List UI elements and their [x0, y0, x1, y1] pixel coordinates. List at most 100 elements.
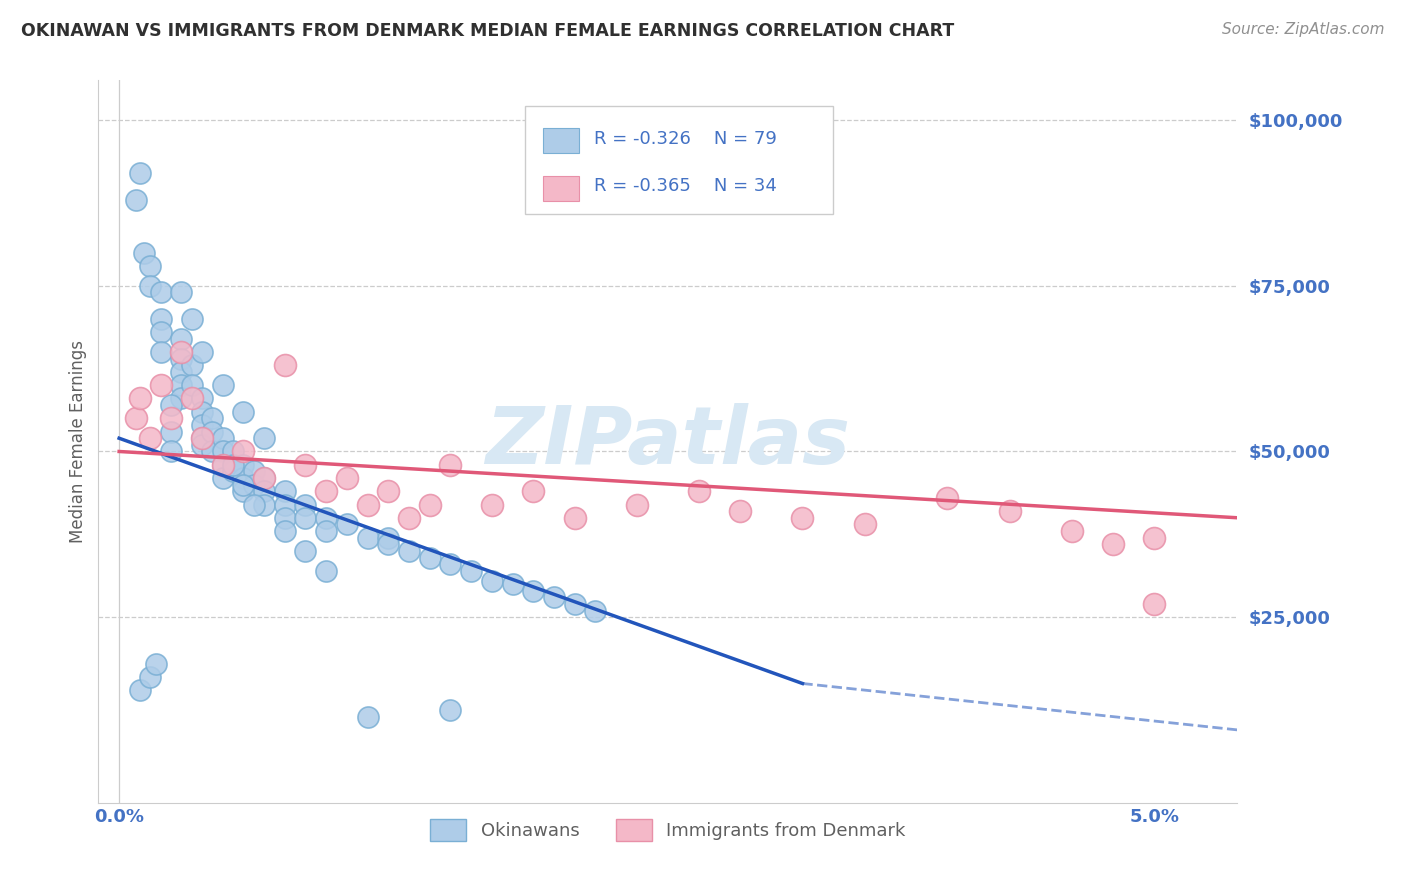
Point [688, 484, 710, 499]
Point [377, 531, 399, 545]
Point [439, 458, 461, 472]
Point [222, 444, 245, 458]
Point [201, 425, 224, 439]
Point [232, 405, 254, 419]
Point [398, 544, 420, 558]
Point [139, 259, 162, 273]
Point [730, 504, 752, 518]
Point [170, 365, 193, 379]
Point [211, 431, 233, 445]
Point [274, 498, 297, 512]
Point [201, 444, 224, 458]
Point [356, 498, 378, 512]
Point [336, 517, 359, 532]
Point [522, 484, 544, 499]
Point [180, 392, 202, 406]
Point [149, 312, 172, 326]
Point [253, 431, 276, 445]
Point [274, 484, 297, 499]
Point [139, 431, 162, 445]
Point [419, 550, 441, 565]
Point [170, 392, 193, 406]
Point [792, 510, 814, 524]
Point [139, 670, 162, 684]
Point [211, 458, 233, 472]
Point [315, 484, 337, 499]
Point [191, 405, 214, 419]
Point [1143, 531, 1166, 545]
Point [170, 285, 193, 300]
Point [191, 431, 214, 445]
Point [232, 484, 254, 499]
Point [139, 278, 162, 293]
Point [481, 498, 503, 512]
Point [294, 510, 316, 524]
Point [191, 431, 214, 445]
Point [201, 411, 224, 425]
Point [222, 464, 245, 478]
Point [522, 583, 544, 598]
Point [253, 498, 276, 512]
Text: R = -0.365    N = 34: R = -0.365 N = 34 [593, 178, 776, 195]
Point [356, 709, 378, 723]
Point [242, 464, 264, 478]
Point [125, 411, 148, 425]
Point [481, 574, 503, 588]
Point [294, 544, 316, 558]
Legend: Okinawans, Immigrants from Denmark: Okinawans, Immigrants from Denmark [423, 812, 912, 848]
Point [211, 444, 233, 458]
Point [398, 510, 420, 524]
Point [626, 498, 648, 512]
Point [160, 411, 183, 425]
Point [191, 345, 214, 359]
Point [294, 498, 316, 512]
Point [132, 245, 155, 260]
Point [377, 484, 399, 499]
Point [1060, 524, 1083, 538]
Point [419, 498, 441, 512]
Point [211, 471, 233, 485]
Point [232, 471, 254, 485]
Point [294, 458, 316, 472]
Point [170, 378, 193, 392]
Point [274, 524, 297, 538]
Point [145, 657, 167, 671]
Point [315, 524, 337, 538]
Point [274, 359, 297, 373]
Point [170, 332, 193, 346]
Point [128, 166, 150, 180]
Point [242, 477, 264, 491]
Point [1102, 537, 1125, 551]
Point [253, 471, 276, 485]
Point [191, 392, 214, 406]
Point [125, 193, 148, 207]
Point [170, 345, 193, 359]
Point [356, 531, 378, 545]
Point [853, 517, 876, 532]
Text: ZIPatlas: ZIPatlas [485, 402, 851, 481]
Point [170, 351, 193, 366]
Point [439, 557, 461, 571]
Point [439, 703, 461, 717]
Point [149, 378, 172, 392]
Text: OKINAWAN VS IMMIGRANTS FROM DENMARK MEDIAN FEMALE EARNINGS CORRELATION CHART: OKINAWAN VS IMMIGRANTS FROM DENMARK MEDI… [21, 22, 955, 40]
Point [998, 504, 1021, 518]
Text: R = -0.326    N = 79: R = -0.326 N = 79 [593, 130, 776, 148]
Point [543, 591, 565, 605]
Point [936, 491, 959, 505]
FancyBboxPatch shape [543, 176, 579, 201]
Point [253, 484, 276, 499]
Point [149, 285, 172, 300]
Point [211, 458, 233, 472]
Point [191, 438, 214, 452]
Point [460, 564, 482, 578]
Point [583, 603, 606, 617]
Point [336, 471, 359, 485]
Point [128, 392, 150, 406]
Point [1143, 597, 1166, 611]
Point [128, 683, 150, 698]
Point [232, 444, 254, 458]
Point [502, 577, 524, 591]
Point [211, 378, 233, 392]
Y-axis label: Median Female Earnings: Median Female Earnings [69, 340, 87, 543]
